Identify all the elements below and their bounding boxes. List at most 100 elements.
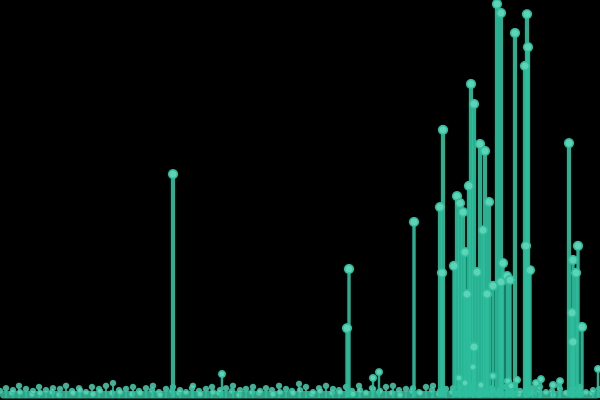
noise-marker [15, 382, 23, 390]
peak-marker [504, 274, 516, 286]
peak-marker [476, 381, 485, 390]
noise-marker [336, 388, 344, 396]
noise-marker [0, 387, 4, 395]
noise-marker [122, 385, 130, 393]
peak-marker [524, 265, 536, 276]
noise-marker [42, 386, 50, 394]
noise-marker [9, 386, 17, 394]
noise-marker [289, 389, 297, 397]
noise-marker [176, 386, 184, 394]
noise-marker [16, 388, 24, 396]
peak-marker [497, 258, 509, 269]
noise-marker [196, 390, 204, 398]
peak-marker [454, 198, 466, 209]
noise-marker [36, 389, 44, 397]
peak-marker [368, 373, 377, 382]
peak-marker [460, 379, 469, 388]
noise-marker [76, 386, 84, 394]
peak-marker [522, 42, 534, 53]
noise-marker [96, 387, 104, 395]
peak-marker [531, 379, 540, 388]
peak-marker [483, 196, 495, 208]
noise-marker [208, 383, 216, 391]
peak-marker [509, 27, 521, 39]
noise-marker [316, 387, 324, 395]
peak-marker [491, 0, 503, 10]
noise-marker [56, 385, 64, 393]
noise-marker [209, 388, 217, 396]
peak-marker [536, 375, 545, 384]
peak-marker [572, 240, 584, 251]
noise-marker [109, 379, 117, 387]
noise-marker [422, 383, 430, 391]
noise-marker [22, 385, 30, 393]
peak-marker [555, 377, 564, 386]
noise-marker [88, 383, 96, 391]
noise-marker [429, 382, 437, 390]
noise-marker [589, 386, 597, 394]
noise-marker [302, 383, 310, 391]
noise-marker [189, 382, 197, 390]
peak-marker [457, 207, 469, 218]
peak-marker [463, 180, 475, 191]
noise-marker [389, 382, 397, 390]
noise-marker [295, 380, 303, 388]
noise-marker [362, 389, 370, 397]
peak-marker [468, 98, 480, 110]
peak-marker [520, 240, 532, 251]
noise-marker [329, 385, 337, 393]
noise-marker [309, 388, 317, 396]
peak-marker [448, 260, 460, 271]
peak-marker [343, 263, 355, 275]
noise-marker [349, 390, 357, 398]
noise-marker [242, 385, 250, 393]
peak-marker [459, 247, 471, 258]
peak-marker [374, 368, 383, 377]
peak-marker [468, 341, 480, 353]
noise-marker [256, 387, 264, 395]
noise-marker [582, 388, 590, 396]
peak-marker [567, 336, 579, 348]
noise-marker [269, 390, 277, 398]
noise-marker [236, 386, 244, 394]
peak-marker [506, 381, 515, 390]
noise-marker [156, 391, 164, 399]
noise-marker [276, 388, 284, 396]
noise-marker [202, 385, 210, 393]
noise-marker [322, 382, 330, 390]
peak-marker [408, 216, 420, 228]
noise-marker [162, 385, 170, 393]
peak-marker [465, 78, 477, 90]
peak-marker [471, 267, 483, 278]
peak-marker [479, 145, 491, 157]
peak-marker [563, 138, 575, 149]
peak-marker [481, 288, 493, 300]
peak-marker [594, 364, 600, 373]
peak-marker [437, 124, 449, 135]
noise-marker [102, 382, 110, 390]
noise-marker [35, 383, 43, 391]
noise-marker [29, 387, 37, 395]
noise-marker [249, 383, 257, 391]
peak-marker [488, 372, 497, 381]
noise-marker [229, 382, 237, 390]
peak-marker [570, 267, 582, 279]
noise-marker [89, 390, 97, 398]
peak-marker [519, 60, 531, 72]
peak-marker [461, 288, 473, 300]
peak-marker [474, 138, 486, 150]
peak-marker [576, 321, 588, 333]
noise-marker [62, 382, 70, 390]
peak-marker [167, 169, 179, 180]
peak-marker [495, 7, 507, 19]
noise-marker [542, 388, 550, 396]
noise-marker [296, 386, 304, 394]
peak-marker [436, 267, 448, 279]
peak-marker [521, 9, 533, 20]
noise-marker [382, 383, 390, 391]
peak-marker [487, 280, 499, 291]
noise-marker [149, 382, 157, 390]
noise-marker [356, 386, 364, 394]
